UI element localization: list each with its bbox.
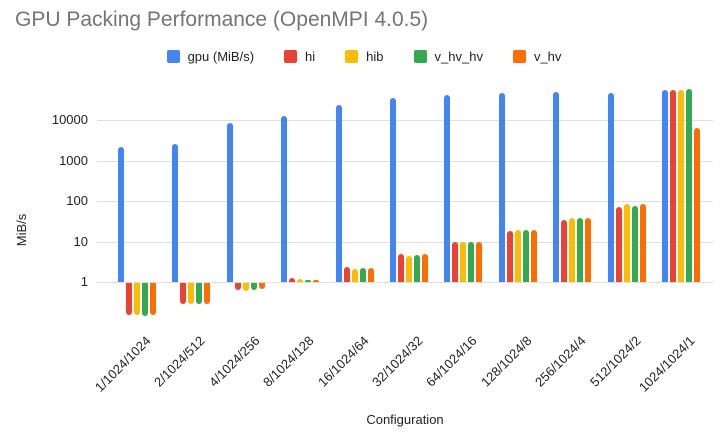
bar-v-hv-hv-1-1024-1024[interactable] xyxy=(142,283,148,317)
bar-hi-8-1024-128[interactable] xyxy=(289,278,296,282)
bar-hi-64-1024-16[interactable] xyxy=(452,241,459,282)
bar-gpu-mib-s--2-1024-512[interactable] xyxy=(172,143,179,282)
bar-v-hv-hv-2-1024-512[interactable] xyxy=(196,283,203,305)
bar-v-hv-512-1024-2[interactable] xyxy=(639,204,646,282)
bar-hi-16-1024-64[interactable] xyxy=(343,267,350,282)
bar-v-hv-hv-16-1024-64[interactable] xyxy=(359,267,366,282)
bar-hib-4-1024-256[interactable] xyxy=(242,283,249,291)
bar-hi-4-1024-256[interactable] xyxy=(234,283,241,290)
bar-v-hv-hv-128-1024-8[interactable] xyxy=(522,230,529,282)
bar-gpu-mib-s--4-1024-256[interactable] xyxy=(226,123,233,282)
bar-v-hv-4-1024-256[interactable] xyxy=(258,283,265,290)
bar-hib-16-1024-64[interactable] xyxy=(351,268,358,282)
bar-v-hv-hv-64-1024-16[interactable] xyxy=(468,241,475,282)
gridline-10000 xyxy=(97,120,713,121)
legend-swatch-icon xyxy=(166,50,180,63)
bar-hib-128-1024-8[interactable] xyxy=(514,230,521,282)
bar-gpu-mib-s--32-1024-32[interactable] xyxy=(390,97,396,282)
bar-gpu-mib-s--64-1024-16[interactable] xyxy=(444,94,451,282)
legend-item-0: gpu (MiB/s) xyxy=(166,49,255,64)
bar-gpu-mib-s--1024-1024-1[interactable] xyxy=(662,90,668,282)
legend-item-4: v_hv xyxy=(512,49,562,64)
bar-gpu-mib-s--256-1024-4[interactable] xyxy=(553,91,560,282)
bar-hib-1024-1024-1[interactable] xyxy=(678,90,684,282)
bar-gpu-mib-s--1-1024-1024[interactable] xyxy=(118,146,124,282)
y-tick-label-1000: 1000 xyxy=(59,152,88,168)
bar-v-hv-hv-8-1024-128[interactable] xyxy=(305,279,312,282)
bar-v-hv-hv-1024-1024-1[interactable] xyxy=(686,89,692,282)
bar-v-hv-hv-512-1024-2[interactable] xyxy=(631,206,638,282)
chart-title: GPU Packing Performance (OpenMPI 4.0.5) xyxy=(15,8,429,31)
bar-v-hv-32-1024-32[interactable] xyxy=(422,254,428,282)
bar-gpu-mib-s--128-1024-8[interactable] xyxy=(498,92,505,282)
bar-hib-2-1024-512[interactable] xyxy=(188,283,195,304)
bar-hi-512-1024-2[interactable] xyxy=(615,206,622,282)
legend-item-3: v_hv_hv xyxy=(413,49,483,64)
bar-hi-128-1024-8[interactable] xyxy=(506,231,513,282)
bar-hi-2-1024-512[interactable] xyxy=(180,283,187,304)
bar-hi-1-1024-1024[interactable] xyxy=(126,283,132,316)
bar-v-hv-64-1024-16[interactable] xyxy=(476,241,483,282)
bar-hi-1024-1024-1[interactable] xyxy=(670,89,676,282)
legend-swatch-icon xyxy=(413,50,427,63)
y-tick-label-10: 10 xyxy=(73,233,88,249)
bar-gpu-mib-s--512-1024-2[interactable] xyxy=(607,92,614,282)
legend-item-1: hi xyxy=(284,49,315,64)
bar-v-hv-16-1024-64[interactable] xyxy=(367,268,374,282)
bar-hib-512-1024-2[interactable] xyxy=(623,204,630,282)
bar-hib-8-1024-128[interactable] xyxy=(297,278,304,282)
legend-label: v_hv_hv xyxy=(434,49,483,64)
y-tick-label-100: 100 xyxy=(66,193,88,208)
bar-v-hv-256-1024-4[interactable] xyxy=(585,218,592,282)
legend-label: hi xyxy=(305,49,316,64)
legend: gpu (MiB/s) hi hib v_hv_hv v_hv xyxy=(0,48,728,65)
x-axis-title: Configuration xyxy=(366,412,444,427)
legend-swatch-icon xyxy=(512,50,526,63)
gridline-1 xyxy=(97,282,713,283)
bar-gpu-mib-s--16-1024-64[interactable] xyxy=(335,104,342,282)
legend-swatch-icon xyxy=(345,50,359,63)
y-tick-label-10000: 10000 xyxy=(51,112,88,127)
bar-v-hv-hv-256-1024-4[interactable] xyxy=(577,217,584,282)
legend-item-2: hib xyxy=(345,49,384,64)
bar-gpu-mib-s--8-1024-128[interactable] xyxy=(281,116,288,282)
y-tick-label-1: 1 xyxy=(80,274,88,289)
bar-v-hv-2-1024-512[interactable] xyxy=(204,283,211,304)
bar-hi-256-1024-4[interactable] xyxy=(561,219,568,282)
gridline-10 xyxy=(97,241,713,243)
bar-v-hv-hv-32-1024-32[interactable] xyxy=(414,255,420,282)
y-axis-title: MiB/s xyxy=(14,213,29,247)
bar-v-hv-128-1024-8[interactable] xyxy=(530,230,537,282)
bar-v-hv-1024-1024-1[interactable] xyxy=(694,127,700,282)
gridline-100 xyxy=(97,201,713,202)
bar-v-hv-hv-4-1024-256[interactable] xyxy=(250,283,257,290)
bar-hib-64-1024-16[interactable] xyxy=(460,241,467,282)
gridline-1000 xyxy=(97,160,713,162)
bar-hi-32-1024-32[interactable] xyxy=(398,254,404,282)
bar-v-hv-1-1024-1024[interactable] xyxy=(150,283,156,316)
legend-label: v_hv xyxy=(533,49,562,64)
bar-v-hv-8-1024-128[interactable] xyxy=(313,279,320,282)
legend-swatch-icon xyxy=(284,50,298,63)
bar-hib-256-1024-4[interactable] xyxy=(569,217,576,282)
bar-hib-1-1024-1024[interactable] xyxy=(134,283,140,316)
legend-label: hib xyxy=(366,49,384,64)
bar-hib-32-1024-32[interactable] xyxy=(406,255,412,282)
legend-label: gpu (MiB/s) xyxy=(187,49,255,64)
